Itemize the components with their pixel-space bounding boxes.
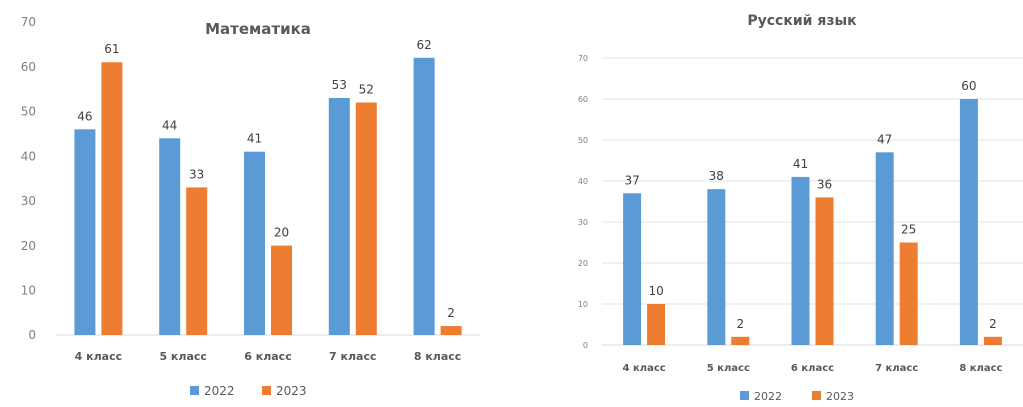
- category-label: 6 класс: [244, 350, 291, 363]
- bar-2022-2: [159, 138, 181, 335]
- category-label: 8 класс: [959, 363, 1002, 374]
- y-tick-label: 70: [578, 54, 588, 63]
- bar-2023-3: [271, 245, 292, 335]
- bar-2022-2: [707, 189, 726, 345]
- data-label: 2: [736, 317, 744, 331]
- bar-2022-5: [413, 57, 435, 336]
- y-tick-label: 70: [21, 15, 36, 29]
- chart-title: Русский язык: [747, 13, 857, 29]
- legend-label: 2022: [204, 384, 235, 398]
- data-label: 41: [247, 132, 262, 146]
- y-tick-label: 0: [28, 328, 36, 342]
- y-tick-label: 30: [21, 194, 36, 208]
- y-tick-label: 40: [578, 177, 588, 186]
- bar-2023-5: [983, 336, 1002, 345]
- chart-title: Математика: [205, 20, 311, 38]
- legend-label: 2022: [754, 390, 782, 403]
- y-tick-label: 50: [21, 105, 36, 119]
- bar-2023-2: [186, 187, 208, 335]
- category-label: 5 класс: [159, 350, 206, 363]
- data-label: 60: [961, 79, 976, 93]
- data-label: 62: [416, 38, 431, 52]
- bar-2023-1: [647, 304, 666, 345]
- bar-2023-1: [101, 62, 123, 335]
- legend-label: 2023: [276, 384, 307, 398]
- category-label: 4 класс: [623, 363, 666, 374]
- data-label: 52: [359, 82, 374, 96]
- chart-math: Математика 0 10 20 30 40 50 60 70 46 61 4 класс 44 33…: [0, 0, 500, 403]
- data-label: 44: [162, 118, 177, 132]
- data-label: 46: [77, 109, 92, 123]
- legend-swatch-2023: [812, 391, 821, 400]
- data-label: 61: [104, 42, 119, 56]
- bar-2022-3: [244, 151, 265, 335]
- data-label: 33: [189, 167, 204, 181]
- data-label: 10: [648, 284, 663, 298]
- data-label: 20: [274, 226, 289, 240]
- legend-swatch-2023: [262, 386, 271, 395]
- y-tick-label: 50: [578, 136, 588, 145]
- data-label: 2: [447, 306, 455, 320]
- bar-2022-3: [791, 176, 810, 345]
- legend-swatch-2022: [740, 391, 749, 400]
- bar-2022-4: [328, 98, 350, 335]
- data-label: 25: [901, 223, 916, 237]
- category-label: 8 класс: [414, 350, 461, 363]
- data-label: 41: [793, 157, 808, 171]
- legend-label: 2023: [826, 390, 854, 403]
- category-label: 5 класс: [707, 363, 750, 374]
- bar-2023-4: [899, 242, 918, 345]
- y-tick-label: 20: [578, 259, 588, 268]
- bar-2023-3: [815, 197, 834, 345]
- data-label: 47: [877, 132, 892, 146]
- y-tick-label: 30: [578, 218, 588, 227]
- y-tick-label: 0: [583, 341, 588, 350]
- y-tick-label: 40: [21, 149, 36, 163]
- data-label: 2: [989, 317, 997, 331]
- category-label: 4 класс: [75, 350, 122, 363]
- category-label: 7 класс: [329, 350, 376, 363]
- data-label: 36: [817, 177, 832, 191]
- category-label: 7 класс: [875, 363, 918, 374]
- bar-2022-4: [875, 152, 894, 345]
- bar-2022-1: [623, 193, 642, 345]
- bar-2023-5: [440, 326, 462, 335]
- bar-2023-2: [731, 336, 750, 345]
- bar-2022-1: [74, 129, 96, 335]
- data-label: 53: [332, 78, 347, 92]
- category-label: 6 класс: [791, 363, 834, 374]
- y-tick-label: 10: [578, 300, 588, 309]
- data-label: 38: [709, 169, 724, 183]
- data-label: 37: [624, 173, 639, 187]
- y-tick-label: 20: [21, 239, 36, 253]
- y-tick-label: 60: [21, 60, 36, 74]
- chart-russian-svg: Русский язык 0 10 20 30 40 50 60 70 37 10 4 класс 38…: [578, 13, 1023, 403]
- y-tick-label: 10: [21, 283, 36, 297]
- legend-swatch-2022: [190, 386, 199, 395]
- chart-russian: Русский язык 0 10 20 30 40 50 60 70 37 10 4 класс 38…: [560, 0, 1023, 403]
- y-tick-label: 60: [578, 95, 588, 104]
- chart-math-svg: Математика 0 10 20 30 40 50 60 70 46 61 4 класс 44 33…: [21, 15, 480, 398]
- bar-2022-5: [959, 99, 978, 345]
- bar-2023-4: [355, 102, 377, 335]
